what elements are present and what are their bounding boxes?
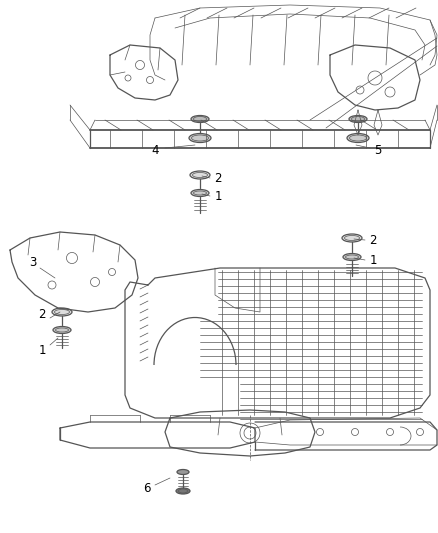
Ellipse shape	[342, 234, 362, 242]
Ellipse shape	[177, 470, 189, 474]
Text: 2: 2	[214, 172, 222, 184]
Ellipse shape	[176, 488, 190, 494]
Text: 2: 2	[369, 233, 377, 246]
Ellipse shape	[190, 171, 210, 179]
Text: 2: 2	[38, 308, 46, 320]
Text: 1: 1	[369, 254, 377, 266]
Text: 4: 4	[151, 143, 159, 157]
Ellipse shape	[191, 116, 209, 123]
Ellipse shape	[53, 327, 71, 334]
Ellipse shape	[347, 133, 369, 142]
Ellipse shape	[189, 133, 211, 142]
Text: 1: 1	[214, 190, 222, 203]
Ellipse shape	[52, 308, 72, 316]
Text: 3: 3	[29, 255, 37, 269]
Ellipse shape	[191, 190, 209, 197]
Ellipse shape	[343, 254, 361, 261]
Text: 1: 1	[38, 343, 46, 357]
Text: 5: 5	[374, 143, 381, 157]
Text: 6: 6	[143, 481, 151, 495]
Ellipse shape	[349, 116, 367, 123]
